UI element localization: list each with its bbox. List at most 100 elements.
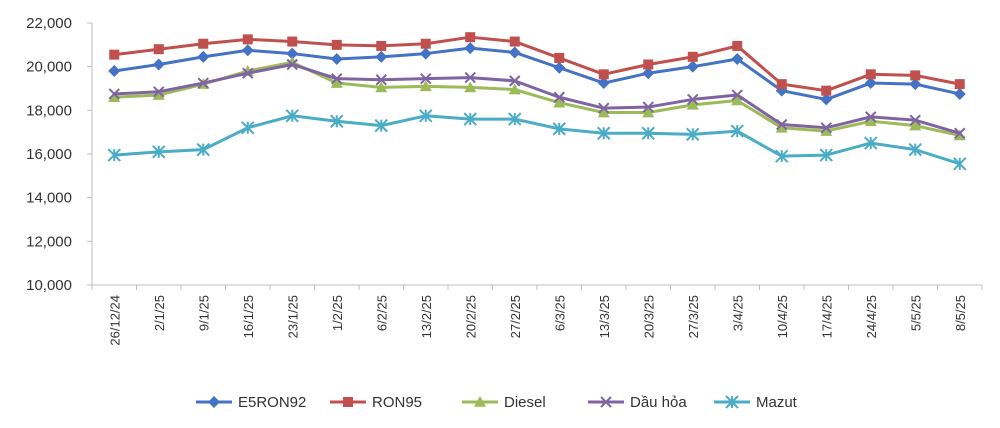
data-point [731,53,744,66]
data-point [508,112,522,126]
data-point [420,72,432,85]
legend-entry: Mazut [714,394,798,411]
data-point [509,36,520,47]
data-point [864,115,877,127]
legend-marker [725,395,739,409]
data-point [241,44,254,57]
data-point [331,72,343,85]
data-point [552,122,566,136]
data-point [597,126,611,140]
data-point [331,39,342,50]
y-tick-label: 16,000 [26,146,72,163]
data-point [152,58,165,71]
series-dầu-hỏa [108,58,966,139]
series-line [114,35,961,93]
data-point [198,38,209,49]
data-point [241,121,255,135]
y-tick-label: 14,000 [26,190,72,207]
data-point [776,118,788,131]
data-point [909,78,922,91]
data-point [464,71,476,84]
legend-label: Diesel [504,394,546,411]
data-point [152,89,165,100]
data-point [598,69,609,80]
x-tick-label: 6/2/25 [374,295,389,331]
data-point [910,70,921,81]
data-point [287,36,298,47]
data-point [375,81,388,93]
data-point [463,112,477,126]
data-point [686,60,699,73]
legend-entry: Diesel [462,394,546,411]
data-point [508,83,521,95]
x-tick-label: 10/4/25 [775,295,790,338]
y-tick-label: 10,000 [26,277,72,294]
y-tick-label: 18,000 [26,102,72,119]
x-tick-label: 17/4/25 [819,295,834,338]
data-point [375,74,387,86]
data-point [375,50,388,63]
data-point [686,127,700,142]
data-point [864,136,878,150]
legend-label: RON95 [372,394,422,411]
data-point [419,80,432,92]
x-tick-label: 26/12/24 [107,295,122,346]
legend-entry: E5RON92 [196,394,306,411]
series-ron95 [109,32,965,96]
legend-entry: Dầu hỏa [588,394,687,411]
data-point [820,122,832,134]
series-line [114,60,961,137]
legend-label: Mazut [756,394,798,411]
data-point [953,87,966,100]
x-tick-label: 3/4/25 [730,295,745,331]
legend: E5RON92 RON95 Diesel Dầu hỏa Mazut [196,394,798,411]
data-point [864,77,877,90]
data-point [775,149,789,163]
data-point [909,114,921,126]
x-tick-label: 2/1/25 [152,295,167,331]
data-point [376,40,387,51]
data-point [820,125,833,136]
legend-label: Dầu hỏa [630,394,687,411]
data-point [553,61,566,74]
series-line [114,62,961,135]
data-point [242,34,253,45]
data-point [598,102,610,114]
data-point [464,81,477,93]
data-point [554,52,565,63]
data-point [908,142,922,157]
data-point [731,94,744,106]
data-point [686,98,699,110]
data-point [819,148,833,162]
legend-label: E5RON92 [238,394,306,411]
x-tick-label: 9/1/25 [196,295,211,331]
data-point [597,106,610,118]
data-point [285,109,299,123]
data-point [776,79,787,90]
data-point [642,67,655,80]
data-point [687,51,698,62]
data-point [553,91,565,103]
data-point [330,77,343,88]
data-point [597,77,610,90]
legend-entry: RON95 [330,394,422,411]
data-point [730,124,744,138]
x-tick-label: 20/2/25 [463,295,478,338]
data-point [509,75,521,87]
data-point [109,49,120,60]
data-point [732,40,743,51]
x-tick-label: 6/3/25 [552,295,567,331]
data-point [865,69,876,80]
data-point [954,79,965,90]
data-point [286,58,298,71]
y-tick-label: 12,000 [26,233,72,250]
x-tick-label: 27/2/25 [508,295,523,338]
data-point [731,89,743,101]
data-point [330,53,343,66]
x-tick-label: 8/5/25 [953,295,968,331]
data-point [108,88,120,100]
data-point [820,93,833,106]
data-point [330,114,344,128]
